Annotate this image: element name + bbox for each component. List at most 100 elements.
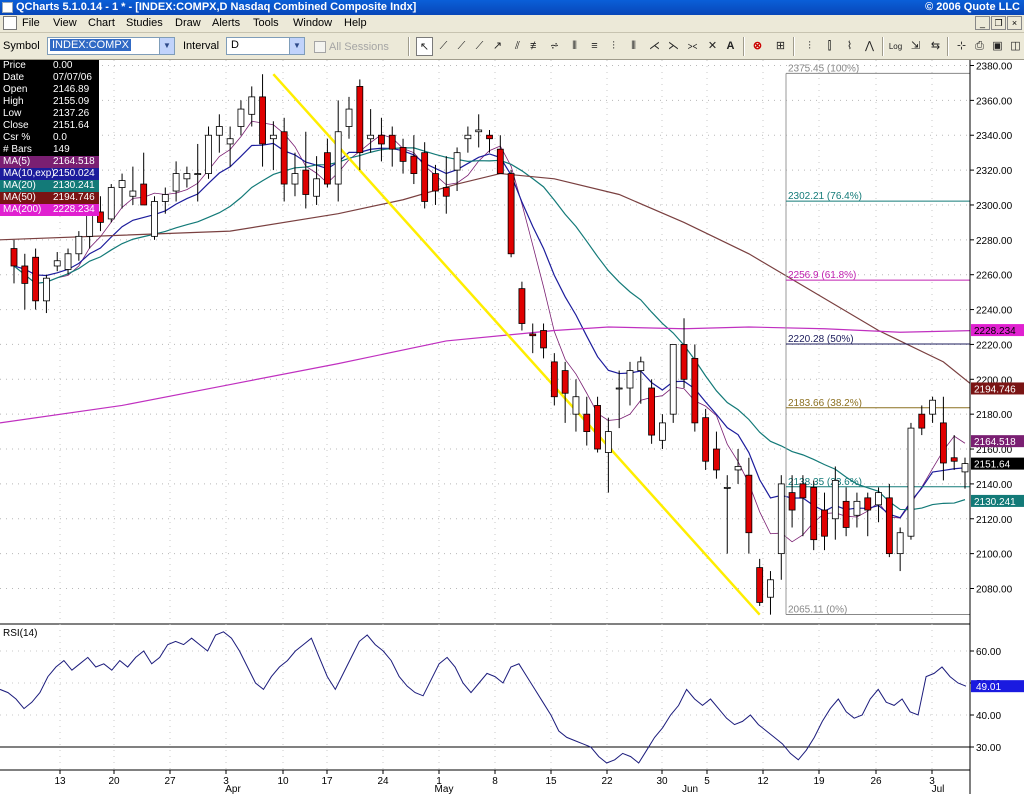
bar-chart-icon[interactable]: ⫶ — [808, 40, 811, 52]
candle-body — [21, 265, 29, 284]
close-icon[interactable]: × — [1007, 16, 1022, 30]
date-tick-label: 27 — [164, 776, 176, 787]
candle-body — [75, 235, 83, 255]
scroll-icon[interactable]: ⇆ — [930, 40, 941, 52]
data-window-label: MA(5) — [3, 156, 31, 167]
chart-properties-icon[interactable]: ⊞ — [775, 40, 786, 52]
log-scale-icon[interactable]: Log — [888, 42, 903, 51]
andrews-pitchfork-tool-icon[interactable]: ⪥ — [687, 40, 698, 52]
cycle-lines-tool-icon[interactable]: ⦀ — [572, 40, 577, 52]
price-tag — [971, 382, 1024, 395]
toolbar-separator — [793, 37, 795, 56]
zoom-icon[interactable]: ⇲ — [910, 40, 921, 52]
regression-tool-icon[interactable]: ⩫ — [549, 40, 560, 52]
rsi-line — [0, 631, 967, 764]
candle-body — [302, 169, 310, 195]
symbol-combobox[interactable]: INDEX:COMPX ▼ — [47, 37, 175, 55]
fibonacci-arc-tool-icon[interactable]: ⫴ — [631, 40, 636, 52]
candle-body — [799, 483, 807, 499]
parallel-lines-tool-icon[interactable]: ⫽ — [515, 40, 520, 52]
line-tool-icon[interactable]: ⟋ — [439, 40, 448, 52]
menu-window[interactable]: Window — [293, 17, 333, 29]
price-tick-label: 2120.00 — [976, 515, 1013, 526]
speed-lines-tool-icon[interactable]: ⋋ — [668, 40, 679, 52]
candle-body — [918, 413, 926, 429]
text-tool-icon[interactable]: A — [726, 40, 735, 52]
candle-body — [291, 173, 299, 185]
data-window-label: Price — [3, 60, 26, 71]
candle-body — [356, 86, 364, 154]
chevron-down-icon[interactable]: ▼ — [159, 38, 174, 54]
minimize-icon[interactable]: _ — [975, 16, 990, 30]
interval-value[interactable]: D — [231, 39, 239, 51]
menu-alerts[interactable]: Alerts — [212, 17, 241, 29]
menu-file[interactable]: File — [22, 17, 40, 29]
date-tick-label: 12 — [757, 776, 769, 787]
price-tick-label: 2160.00 — [976, 445, 1013, 456]
data-window-label: Date — [3, 72, 25, 83]
candle-body — [939, 422, 947, 464]
interval-combobox[interactable]: D ▼ — [226, 37, 305, 55]
channel-tool-icon[interactable]: ≢ — [530, 40, 541, 52]
candle-body — [864, 497, 872, 511]
line-chart-icon[interactable]: ⌇ — [846, 40, 853, 52]
candle-body — [821, 509, 828, 537]
candle-body — [334, 131, 342, 185]
print-icon[interactable]: ⎙ — [975, 40, 984, 52]
price-tick-label: 2360.00 — [976, 96, 1013, 107]
rsi-title: RSI(14) — [3, 628, 37, 639]
price-tick-label: 2200.00 — [976, 375, 1013, 386]
data-window-value: 2130.241 — [53, 180, 95, 191]
delete-drawings-icon[interactable]: ⊗ — [752, 40, 763, 52]
window-icon[interactable]: ◫ — [1010, 40, 1021, 52]
arrow-line-tool-icon[interactable]: ↗ — [492, 40, 503, 52]
mountain-chart-icon[interactable]: ⋀ — [864, 40, 875, 52]
candlestick-chart-icon[interactable]: ⫿ — [827, 40, 832, 52]
candle-body — [226, 138, 234, 145]
price-tag — [971, 494, 1024, 507]
crosshair-icon[interactable]: ⊹ — [956, 40, 967, 52]
menu-view[interactable]: View — [53, 17, 77, 29]
candle-body — [669, 344, 677, 415]
ray-tool-icon[interactable]: ⟋ — [457, 40, 466, 52]
price-tick-label: 2240.00 — [976, 306, 1013, 317]
candle-body — [875, 492, 882, 506]
candle-body — [626, 370, 634, 389]
candle-body — [129, 190, 137, 197]
fibonacci-fan-tool-icon[interactable]: ⫶ — [612, 40, 615, 52]
candle-body — [529, 333, 537, 337]
extended-line-tool-icon[interactable]: ⟋ — [475, 40, 484, 52]
document-icon[interactable] — [3, 16, 17, 30]
chart-canvas[interactable]: 2375.45 (100%) 2302.21 (76.4%) 2256.9 (61.… — [0, 60, 1024, 794]
all-sessions-checkbox[interactable] — [314, 41, 326, 53]
candle-body — [183, 173, 191, 180]
rsi-tick-label: 60.00 — [976, 647, 1001, 658]
candle-body — [659, 422, 666, 441]
title-bar: QCharts 5.1.0.14 - 1 * - [INDEX:COMPX,D … — [0, 0, 1024, 15]
data-window: Price 0.00 Date 07/07/06 Open 2146.89 High 2155… — [0, 60, 99, 216]
candle-body — [637, 361, 645, 371]
gann-fan-tool-icon[interactable]: ⋌ — [649, 40, 660, 52]
data-window-value: 07/07/06 — [53, 72, 92, 83]
date-tick-label: 10 — [277, 776, 289, 787]
menu-help[interactable]: Help — [344, 17, 367, 29]
data-window-label: MA(200) — [3, 204, 42, 215]
candle-body — [767, 579, 774, 598]
restore-icon[interactable]: ❐ — [991, 16, 1006, 30]
candle-body — [475, 129, 483, 133]
menu-draw[interactable]: Draw — [175, 17, 201, 29]
data-window-row: # Bars 149 — [0, 144, 99, 156]
candle-body — [842, 500, 850, 528]
menu-studies[interactable]: Studies — [126, 17, 163, 29]
fibonacci-lines-tool-icon[interactable]: ≡ — [591, 40, 598, 52]
chevron-down-icon[interactable]: ▼ — [289, 38, 304, 54]
pointer-tool-icon[interactable]: ↖ — [416, 37, 433, 56]
candle-body — [118, 180, 126, 188]
cross-tool-icon[interactable]: ✕ — [707, 40, 718, 52]
menu-tools[interactable]: Tools — [253, 17, 279, 29]
candle-body — [961, 463, 969, 473]
layout-icon[interactable]: ▣ — [992, 40, 1003, 52]
symbol-value[interactable]: INDEX:COMPX — [50, 39, 132, 51]
price-tag-label: 2164.518 — [974, 437, 1016, 448]
menu-chart[interactable]: Chart — [88, 17, 115, 29]
